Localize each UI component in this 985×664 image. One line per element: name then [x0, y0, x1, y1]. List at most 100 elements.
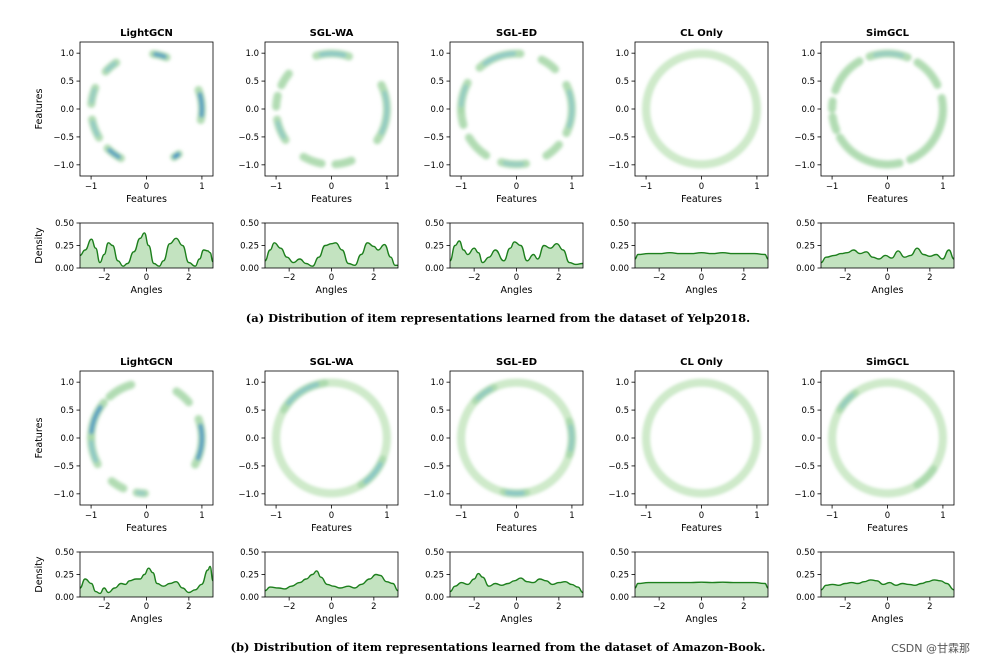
y-tick-label: 0.50	[240, 219, 259, 229]
ring-cluster	[107, 477, 128, 493]
y-tick-label: 0.0	[615, 434, 629, 444]
density-line	[264, 570, 399, 592]
x-tick-label: 2	[186, 273, 191, 283]
scatter-frame	[264, 370, 399, 506]
x-tick-label: −1	[826, 511, 839, 521]
ring-cluster-core	[363, 461, 383, 484]
x-tick-label: −1	[85, 511, 98, 521]
ring-cluster-core	[318, 51, 347, 58]
density-area	[821, 248, 954, 268]
y-tick-label: 0.25	[55, 571, 74, 581]
y-tick-label: −0.5	[608, 462, 629, 472]
x-tick-label: 1	[940, 511, 945, 521]
x-tick-label: 2	[927, 273, 932, 283]
ring-cluster-core	[644, 52, 759, 166]
y-tick-label: 0.25	[796, 571, 815, 581]
y-tick-label: 1.0	[60, 378, 74, 388]
ring-cluster	[172, 387, 193, 407]
y-tick-label: 0.25	[610, 571, 629, 581]
density-xlabel: Angles	[131, 285, 163, 296]
panel-grid: LightGCN 1.0 0.5 0.0 −0.5 −1.0 −1 0 1 Features Fea…	[34, 28, 955, 625]
x-tick-label: −2	[653, 602, 666, 612]
ring-cluster-core	[274, 381, 389, 495]
ring-cluster-core	[482, 51, 517, 66]
ring-cluster-core	[135, 490, 146, 496]
x-tick-label: −1	[270, 182, 283, 192]
ring-cluster-core	[566, 89, 575, 129]
density-xlabel: Angles	[872, 285, 904, 296]
y-tick-label: 0.5	[60, 77, 74, 87]
density-line	[79, 565, 214, 595]
x-tick-label: 0	[514, 602, 519, 612]
x-tick-label: 0	[514, 273, 519, 283]
y-tick-label: 0.50	[240, 548, 259, 558]
ring-cluster-core	[275, 120, 286, 140]
ring-cluster-core	[458, 84, 469, 108]
scatter-frame	[264, 41, 399, 177]
y-tick-label: 0.00	[425, 593, 444, 603]
density-xlabel: Angles	[686, 614, 718, 625]
x-tick-label: −2	[839, 602, 852, 612]
panel-0-3: CL Only 1.0 0.5 0.0 −0.5 −1.0 −1 0 1 Features 0.50…	[608, 28, 769, 296]
y-tick-label: −0.5	[238, 462, 259, 472]
scatter-frame	[449, 41, 584, 177]
density-xlabel: Angles	[686, 285, 718, 296]
density-line	[820, 247, 955, 264]
y-tick-label: 0.25	[240, 242, 259, 252]
density-ring	[272, 49, 391, 169]
density-xlabel: Angles	[131, 614, 163, 625]
y-tick-label: 0.00	[55, 593, 74, 603]
ring-cluster	[277, 69, 293, 90]
panel-0-0: LightGCN 1.0 0.5 0.0 −0.5 −1.0 −1 0 1 Features Fea…	[34, 28, 214, 296]
x-tick-label: 1	[754, 182, 759, 192]
ring-cluster-core	[172, 152, 181, 159]
y-tick-label: 0.50	[55, 548, 74, 558]
density-area	[450, 573, 583, 597]
y-tick-label: 0.0	[801, 434, 815, 444]
x-tick-label: 0	[514, 511, 519, 521]
density-area	[450, 241, 583, 268]
ring-cluster-core	[107, 147, 122, 160]
x-tick-label: 0	[144, 602, 149, 612]
panel-title: LightGCN	[120, 28, 173, 39]
ring-cluster	[272, 91, 282, 111]
scatter-ylabel: Features	[34, 418, 45, 459]
y-tick-label: 0.0	[801, 105, 815, 115]
ring-cluster-core	[872, 51, 905, 58]
y-tick-label: −1.0	[608, 161, 629, 171]
y-tick-label: 0.0	[430, 105, 444, 115]
x-tick-label: 2	[556, 602, 561, 612]
y-tick-label: 0.00	[55, 264, 74, 274]
density-ring	[828, 49, 947, 169]
y-tick-label: 1.0	[245, 49, 259, 59]
x-tick-label: 2	[741, 602, 746, 612]
scatter-frame	[634, 41, 769, 177]
density-line	[79, 232, 214, 267]
y-tick-label: 1.0	[430, 49, 444, 59]
ring-cluster-core	[502, 160, 525, 167]
y-tick-label: 0.25	[55, 242, 74, 252]
density-xlabel: Angles	[501, 285, 533, 296]
y-tick-label: 0.25	[796, 242, 815, 252]
x-tick-label: −1	[270, 511, 283, 521]
y-tick-label: −0.5	[794, 462, 815, 472]
y-tick-label: 0.00	[240, 593, 259, 603]
ring-cluster	[465, 133, 491, 160]
y-tick-label: −0.5	[53, 462, 74, 472]
x-tick-label: 2	[371, 602, 376, 612]
x-tick-label: 0	[885, 182, 890, 192]
x-tick-label: 1	[569, 511, 574, 521]
ring-cluster	[537, 55, 560, 74]
y-tick-label: −1.0	[238, 490, 259, 500]
y-tick-label: 0.50	[55, 219, 74, 229]
x-tick-label: −2	[98, 602, 111, 612]
y-tick-label: −1.0	[53, 490, 74, 500]
y-tick-label: −1.0	[423, 161, 444, 171]
x-tick-label: 0	[329, 602, 334, 612]
density-xlabel: Angles	[316, 285, 348, 296]
x-tick-label: 0	[699, 273, 704, 283]
density-line	[634, 251, 769, 260]
x-tick-label: 0	[329, 273, 334, 283]
ring-cluster-core	[379, 90, 390, 135]
